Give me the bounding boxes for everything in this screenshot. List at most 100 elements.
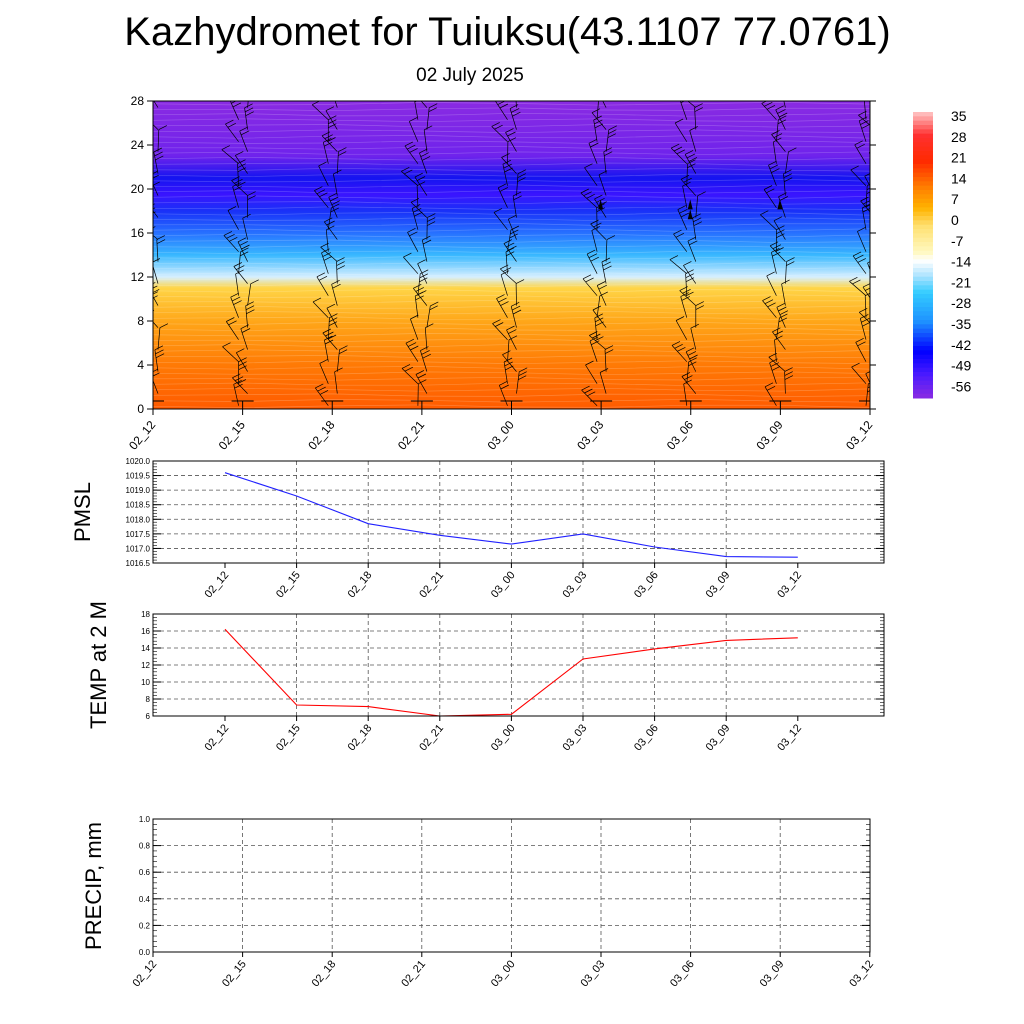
wind-barb xyxy=(512,191,522,218)
isotherm-line xyxy=(153,101,870,106)
colorbar-swatch xyxy=(913,211,933,217)
wind-barb xyxy=(247,279,259,306)
wind-barb xyxy=(153,112,159,130)
wind-barb xyxy=(582,274,598,296)
wind-barb xyxy=(596,281,607,306)
colorbar-swatch xyxy=(913,302,933,308)
wind-barb xyxy=(408,117,419,142)
wind-barb xyxy=(235,151,248,174)
wind-barb xyxy=(857,227,867,252)
x-tick-label: 03_12 xyxy=(775,722,804,753)
wind-barb xyxy=(774,335,783,362)
wind-barb xyxy=(336,147,347,174)
colorbar-label: 0 xyxy=(951,212,959,228)
wind-barb xyxy=(852,251,867,274)
isotherm-line xyxy=(153,278,870,282)
wind-barb xyxy=(588,138,599,164)
y-tick-label: 4 xyxy=(137,358,144,372)
isotherm-line xyxy=(153,321,870,326)
x-tick-label: 02_15 xyxy=(220,958,249,989)
panel-frame xyxy=(152,460,885,564)
wind-barb xyxy=(503,239,517,262)
colorbar-swatch xyxy=(913,237,933,243)
isotherm-line xyxy=(153,289,870,293)
wind-barb xyxy=(156,235,166,262)
wind-barb xyxy=(424,323,434,350)
wind-barb xyxy=(232,373,248,394)
colorbar-swatch xyxy=(913,272,933,278)
wind-barb xyxy=(769,358,781,384)
isotherm-line xyxy=(153,212,870,216)
colorbar-label: -42 xyxy=(951,337,971,353)
wind-barb xyxy=(763,185,777,208)
colorbar-swatch xyxy=(913,224,933,230)
wind-barb xyxy=(677,205,690,230)
wind-barb xyxy=(233,379,243,406)
colorbar-label: 14 xyxy=(951,170,967,186)
wind-barb xyxy=(415,370,428,394)
wind-barb xyxy=(328,192,340,218)
y-tick-label: 1.0 xyxy=(139,815,151,824)
isotherm-line xyxy=(153,283,870,288)
wind-barb xyxy=(674,118,688,142)
x-tick-label: 03_06 xyxy=(664,418,696,453)
colorbar-swatch xyxy=(913,250,933,256)
wind-barb xyxy=(690,323,699,350)
wind-barb xyxy=(500,270,510,296)
colorbar-swatch xyxy=(913,328,933,334)
wind-barb xyxy=(336,257,345,284)
colorbar-swatch xyxy=(913,380,933,386)
wind-barb xyxy=(683,379,692,406)
x-tick-label: 02_18 xyxy=(346,569,375,600)
isotherm-line xyxy=(153,140,870,145)
y-tick-label: 0.2 xyxy=(139,921,151,930)
x-tick-label: 02_21 xyxy=(399,958,428,989)
colorbar-swatch xyxy=(913,359,933,364)
wind-barb xyxy=(592,305,607,328)
y-tick-label: 12 xyxy=(131,270,145,284)
wind-barb xyxy=(775,105,788,130)
wind-barb xyxy=(506,325,517,350)
wind-barb xyxy=(772,137,782,164)
colorbar-label: -21 xyxy=(951,274,971,290)
wind-barb xyxy=(318,161,329,186)
colorbar-swatch xyxy=(913,393,933,399)
colorbar-swatch xyxy=(913,246,933,252)
wind-barb xyxy=(493,208,508,230)
isotherm-line xyxy=(153,156,870,161)
wind-barb xyxy=(496,294,509,318)
wind-barb xyxy=(783,101,786,108)
isotherm-line xyxy=(153,393,870,397)
isotherm-line xyxy=(153,129,870,134)
wind-barb xyxy=(584,163,598,186)
wind-barb xyxy=(586,249,599,274)
colorbar-swatch xyxy=(913,168,933,174)
wind-barb xyxy=(854,140,867,164)
x-tick-label: 03_06 xyxy=(632,569,661,600)
colorbar-swatch xyxy=(913,315,933,321)
wind-barb xyxy=(401,166,419,186)
wind-barb xyxy=(244,103,254,130)
wind-barb xyxy=(859,314,870,340)
chart-subtitle: 02 July 2025 xyxy=(416,65,524,86)
y-tick-label: 1017.0 xyxy=(126,544,151,553)
wind-barb xyxy=(419,148,431,174)
panel-temperature-profile: 0 4 8 12 16 20 24 28 02_12 02_15 02_18 02_21 03_00 03… xyxy=(126,94,876,453)
y-tick-label: 1018.0 xyxy=(126,515,151,524)
wind-barb xyxy=(312,297,329,318)
isotherm-line xyxy=(153,360,870,365)
wind-barb xyxy=(769,241,786,262)
colorbar-swatch xyxy=(913,229,933,234)
y-tick-label: 0 xyxy=(137,402,144,416)
wind-barb xyxy=(157,125,167,152)
x-tick-label: 02_12 xyxy=(126,418,158,453)
x-tick-label: 02_21 xyxy=(417,569,446,600)
panel-frame xyxy=(152,613,885,717)
x-tick-label: 02_21 xyxy=(395,418,427,453)
colorbar-swatch xyxy=(913,363,933,369)
colorbar-label: -49 xyxy=(951,358,971,374)
wind-barb xyxy=(771,247,781,274)
colorbar-swatch xyxy=(913,367,933,373)
wind-barb xyxy=(605,125,617,152)
colorbar-label: -14 xyxy=(951,254,971,270)
